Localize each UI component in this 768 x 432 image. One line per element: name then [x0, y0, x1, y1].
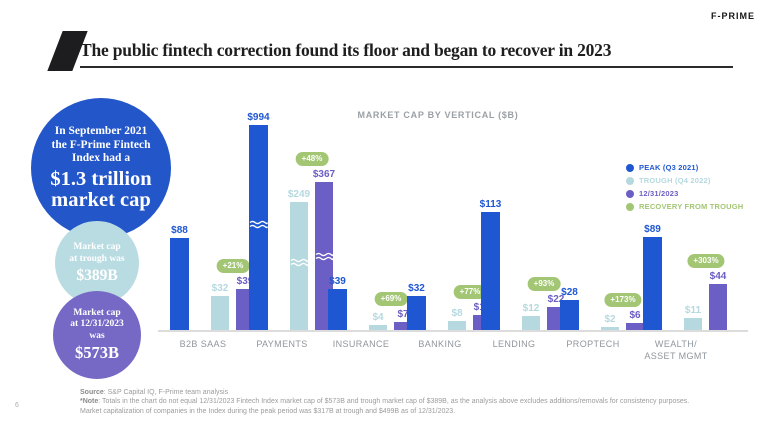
- axis-break-icon: [290, 258, 309, 267]
- fprime-logo: F-PRIME: [711, 11, 755, 21]
- callout-current-value: $573B: [74, 342, 119, 362]
- footnote-source-label: Source: [80, 389, 104, 396]
- category-label: LENDING: [492, 339, 536, 349]
- category-label: PROPTECH: [566, 339, 620, 349]
- callout-current-text: Market cap at 12/31/2023 was: [70, 308, 124, 341]
- bar-value-label: $8: [451, 308, 463, 319]
- bar-value-label: $249: [287, 189, 311, 200]
- legend-item-current: 12/31/2023: [626, 189, 743, 198]
- callout-peak-value: $1.3 trillion market cap: [50, 167, 152, 211]
- callout-peak-market-cap: In September 2021 the F-Prime Fintech In…: [31, 98, 171, 238]
- axis-break-icon: [249, 220, 268, 229]
- bar-value-label: $39: [329, 276, 346, 287]
- bar-current: [709, 284, 727, 330]
- bar-value-label: $6: [629, 310, 641, 321]
- bar-current: [394, 322, 412, 330]
- bar-value-label: $2: [604, 314, 616, 325]
- bar-trough: [684, 318, 702, 330]
- bar-value-label: $44: [709, 271, 727, 282]
- bar-value-label: $88: [171, 225, 188, 236]
- bar-trough: [211, 296, 229, 330]
- bar-trough: [448, 321, 466, 330]
- bar-value-label: $12: [522, 303, 540, 314]
- bar-value-label: $22: [547, 294, 565, 305]
- x-axis-line: [158, 330, 748, 332]
- category-label: WEALTH/ ASSET MGMT: [644, 339, 708, 361]
- legend-item-recovery: RECOVERY FROM TROUGH: [626, 202, 743, 211]
- legend-dot-peak-icon: [626, 163, 634, 172]
- footnote-source: Source: S&P Capital IQ, F-Prime team ana…: [80, 388, 708, 398]
- bar-value-label: $32: [408, 283, 425, 294]
- bar-value-label: $4: [372, 312, 384, 323]
- footnote-note-label: *Note: [80, 398, 99, 405]
- callout-peak-text: In September 2021 the F-Prime Fintech In…: [51, 125, 151, 165]
- legend-dot-recovery-icon: [626, 202, 634, 211]
- bar-peak: [170, 238, 189, 330]
- bar-value-label: $11: [684, 305, 702, 316]
- recovery-pill: +21%: [216, 259, 250, 273]
- legend-dot-current-icon: [626, 189, 634, 198]
- bar-peak: [481, 212, 500, 330]
- recovery-pill: +93%: [527, 277, 561, 291]
- recovery-pill: +173%: [604, 293, 642, 307]
- category-label: PAYMENTS: [256, 339, 308, 349]
- legend-item-trough: TROUGH (Q4 2022): [626, 176, 743, 185]
- callout-current-market-cap: Market cap at 12/31/2023 was $573B: [53, 291, 141, 379]
- bar-value-label: $7: [397, 309, 409, 320]
- recovery-pill: +77%: [453, 285, 487, 299]
- bar-peak: [643, 237, 662, 330]
- bar-value-label: $113: [479, 199, 502, 210]
- recovery-pill: +48%: [295, 152, 329, 166]
- page-title: The public fintech correction found its …: [80, 40, 612, 60]
- callout-trough-text: Market cap at trough was: [69, 242, 125, 264]
- chart-legend: PEAK (Q3 2021) TROUGH (Q4 2022) 12/31/20…: [626, 163, 743, 215]
- bar-peak: [407, 296, 426, 330]
- bar-trough: [369, 325, 387, 330]
- footnote-source-text: : S&P Capital IQ, F-Prime team analysis: [103, 389, 229, 396]
- bar-trough: [601, 327, 619, 330]
- bar-value-label: $28: [561, 287, 578, 298]
- recovery-pill: +303%: [687, 254, 725, 268]
- bar-current: [626, 323, 644, 330]
- axis-break-icon: [315, 252, 334, 261]
- footnote-note-text: : Totals in the chart do not equal 12/31…: [80, 398, 690, 416]
- bar-peak: [328, 289, 347, 330]
- category-label: B2B SAAS: [179, 339, 227, 349]
- bar-value-label: $994: [247, 112, 270, 123]
- recovery-pill: +69%: [374, 292, 408, 306]
- legend-item-peak: PEAK (Q3 2021): [626, 163, 743, 172]
- category-label: BANKING: [418, 339, 462, 349]
- bar-peak: [560, 300, 579, 330]
- footnote-note: *Note: Totals in the chart do not equal …: [80, 397, 708, 417]
- bar-chart: MARKET CAP BY VERTICAL ($B) PEAK (Q3 202…: [158, 100, 762, 370]
- bar-trough: [522, 316, 540, 330]
- chart-title: MARKET CAP BY VERTICAL ($B): [357, 110, 519, 120]
- title-underline: [80, 66, 733, 68]
- bar-value-label: $89: [644, 224, 661, 235]
- bar-value-label: $39: [236, 276, 254, 287]
- page-number: 6: [15, 402, 19, 409]
- legend-dot-trough-icon: [626, 176, 634, 185]
- category-label: INSURANCE: [332, 339, 390, 349]
- bar-value-label: $32: [211, 283, 229, 294]
- bar-value-label: $367: [312, 169, 336, 180]
- callout-trough-value: $389B: [76, 266, 118, 284]
